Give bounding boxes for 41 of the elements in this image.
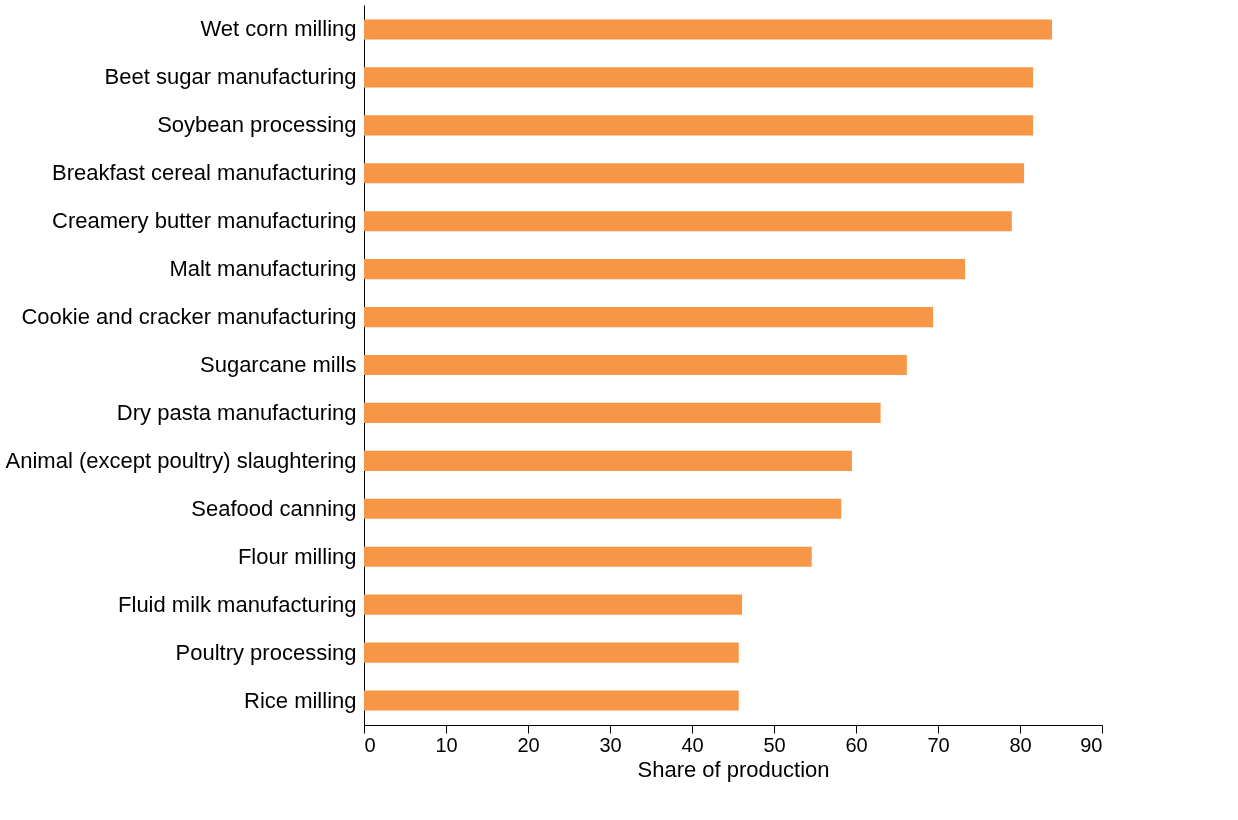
y-tick-label: Cookie and cracker manufacturing — [21, 304, 357, 330]
bar — [364, 690, 739, 711]
bar — [364, 19, 1052, 40]
x-tick-label: 50 — [763, 733, 786, 756]
x-tick-label: 70 — [927, 733, 950, 756]
bar — [364, 402, 881, 423]
bar — [364, 450, 852, 471]
bar — [364, 259, 966, 280]
bar — [364, 498, 842, 519]
y-tick-label: Creamery butter manufacturing — [52, 208, 357, 234]
x-tick-label: 60 — [845, 733, 868, 756]
x-tick-label: 20 — [517, 733, 540, 756]
x-tick-label: 0 — [364, 733, 376, 756]
bar — [364, 163, 1025, 184]
y-tick-label: Breakfast cereal manufacturing — [52, 160, 357, 186]
bar — [364, 546, 812, 567]
y-tick-label: Malt manufacturing — [169, 256, 357, 282]
x-tick-label: 90 — [1080, 733, 1103, 756]
bar — [364, 594, 743, 615]
bar — [364, 642, 739, 663]
bar — [364, 307, 934, 328]
bar — [364, 211, 1012, 232]
x-tick-label: 30 — [599, 733, 622, 756]
bar — [364, 115, 1034, 136]
y-tick-label: Wet corn milling — [200, 16, 357, 42]
y-tick-label: Flour milling — [237, 543, 357, 569]
y-tick-label: Rice milling — [244, 687, 357, 713]
x-tick-label: 40 — [681, 733, 704, 756]
y-tick-label: Animal (except poultry) slaughtering — [5, 447, 357, 473]
y-tick-label: Fluid milk manufacturing — [118, 591, 357, 617]
y-tick-label: Soybean processing — [157, 112, 357, 138]
x-tick-label: 80 — [1009, 733, 1032, 756]
bar — [364, 354, 907, 376]
x-axis-title: Share of production — [637, 756, 830, 782]
y-tick-label: Seafood canning — [191, 495, 357, 521]
x-tick-label: 10 — [435, 733, 458, 756]
y-tick-label: Dry pasta manufacturing — [116, 399, 357, 425]
y-tick-label: Poultry processing — [175, 639, 357, 665]
y-tick-label: Sugarcane mills — [199, 352, 357, 377]
bar — [364, 67, 1034, 88]
y-tick-label: Beet sugar manufacturing — [104, 64, 357, 90]
